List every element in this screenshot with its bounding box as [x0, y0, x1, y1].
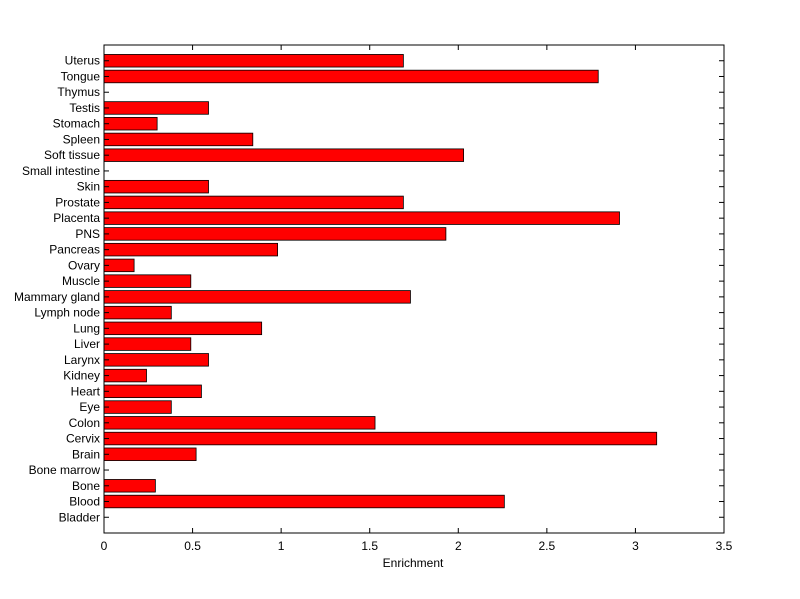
category-label: Liver [74, 337, 100, 351]
bar-colon [103, 416, 376, 430]
bar-liver [103, 337, 192, 351]
x-tick-label: 3 [632, 539, 639, 553]
category-label: Stomach [53, 117, 100, 131]
bar-testis [103, 101, 209, 115]
x-tick-labels: 0 0.5 1 1.5 2 2.5 3 3.5 [101, 539, 733, 553]
bar-bone [103, 479, 156, 493]
category-label: Larynx [64, 353, 100, 367]
category-label: Pancreas [49, 243, 100, 257]
x-tick-label: 1 [278, 539, 285, 553]
bar-heart [103, 384, 202, 399]
bar-lung [103, 321, 263, 336]
category-label: Bone marrow [29, 463, 101, 477]
x-tick-label: 3.5 [716, 539, 733, 553]
x-tick-label: 2 [455, 539, 462, 553]
bar-prostate [103, 195, 404, 210]
category-label: Mammary gland [14, 290, 100, 304]
ticks-group [103, 45, 725, 533]
bar-uterus [103, 54, 404, 68]
category-label: Kidney [63, 369, 100, 383]
bar-pancreas [103, 242, 279, 257]
bar-muscle [103, 274, 192, 288]
category-label: Spleen [63, 132, 100, 146]
category-label: Brain [72, 447, 100, 461]
category-label: Ovary [68, 258, 100, 272]
category-label: Soft tissue [44, 148, 100, 162]
bar-larynx [103, 353, 209, 367]
bar-cervix [103, 431, 658, 446]
plot-area [104, 45, 724, 533]
bar-mammary-gland [103, 290, 411, 304]
bar-stomach [103, 117, 158, 131]
category-label: Uterus [65, 54, 100, 68]
category-label: Eye [79, 400, 100, 414]
category-label: Cervix [66, 432, 100, 446]
x-tick-label: 1.5 [361, 539, 378, 553]
category-label: Small intestine [22, 164, 100, 178]
bar-eye [103, 400, 172, 414]
bar-lymph-node [103, 305, 172, 320]
category-label: PNS [75, 227, 100, 241]
x-tick-label: 2.5 [539, 539, 556, 553]
bar-blood [103, 494, 505, 509]
category-label: Blood [69, 495, 100, 509]
bar-soft-tissue [103, 148, 465, 162]
category-label: Testis [69, 101, 100, 115]
x-tick-label: 0.5 [184, 539, 201, 553]
category-label: Colon [69, 416, 100, 430]
bar-brain [103, 447, 197, 461]
category-label: Lung [73, 321, 100, 335]
x-axis-title: Enrichment [383, 556, 444, 570]
category-label: Heart [71, 384, 101, 398]
category-label: Skin [77, 180, 100, 194]
bars-group [103, 54, 658, 509]
bar-placenta [103, 211, 620, 225]
x-tick-label: 0 [101, 539, 108, 553]
bar-pns [103, 227, 447, 241]
category-label: Tongue [61, 69, 101, 83]
plot-frame [103, 44, 725, 534]
bar-kidney [103, 368, 147, 383]
bar-spleen [103, 132, 254, 147]
category-label: Prostate [55, 195, 100, 209]
bar-tongue [103, 69, 599, 84]
category-label: Lymph node [34, 306, 100, 320]
category-label: Placenta [53, 211, 100, 225]
category-label: Muscle [62, 274, 100, 288]
category-label: Bone [72, 479, 100, 493]
category-label: Thymus [57, 85, 100, 99]
category-label: Bladder [59, 510, 100, 524]
bar-skin [103, 179, 209, 194]
